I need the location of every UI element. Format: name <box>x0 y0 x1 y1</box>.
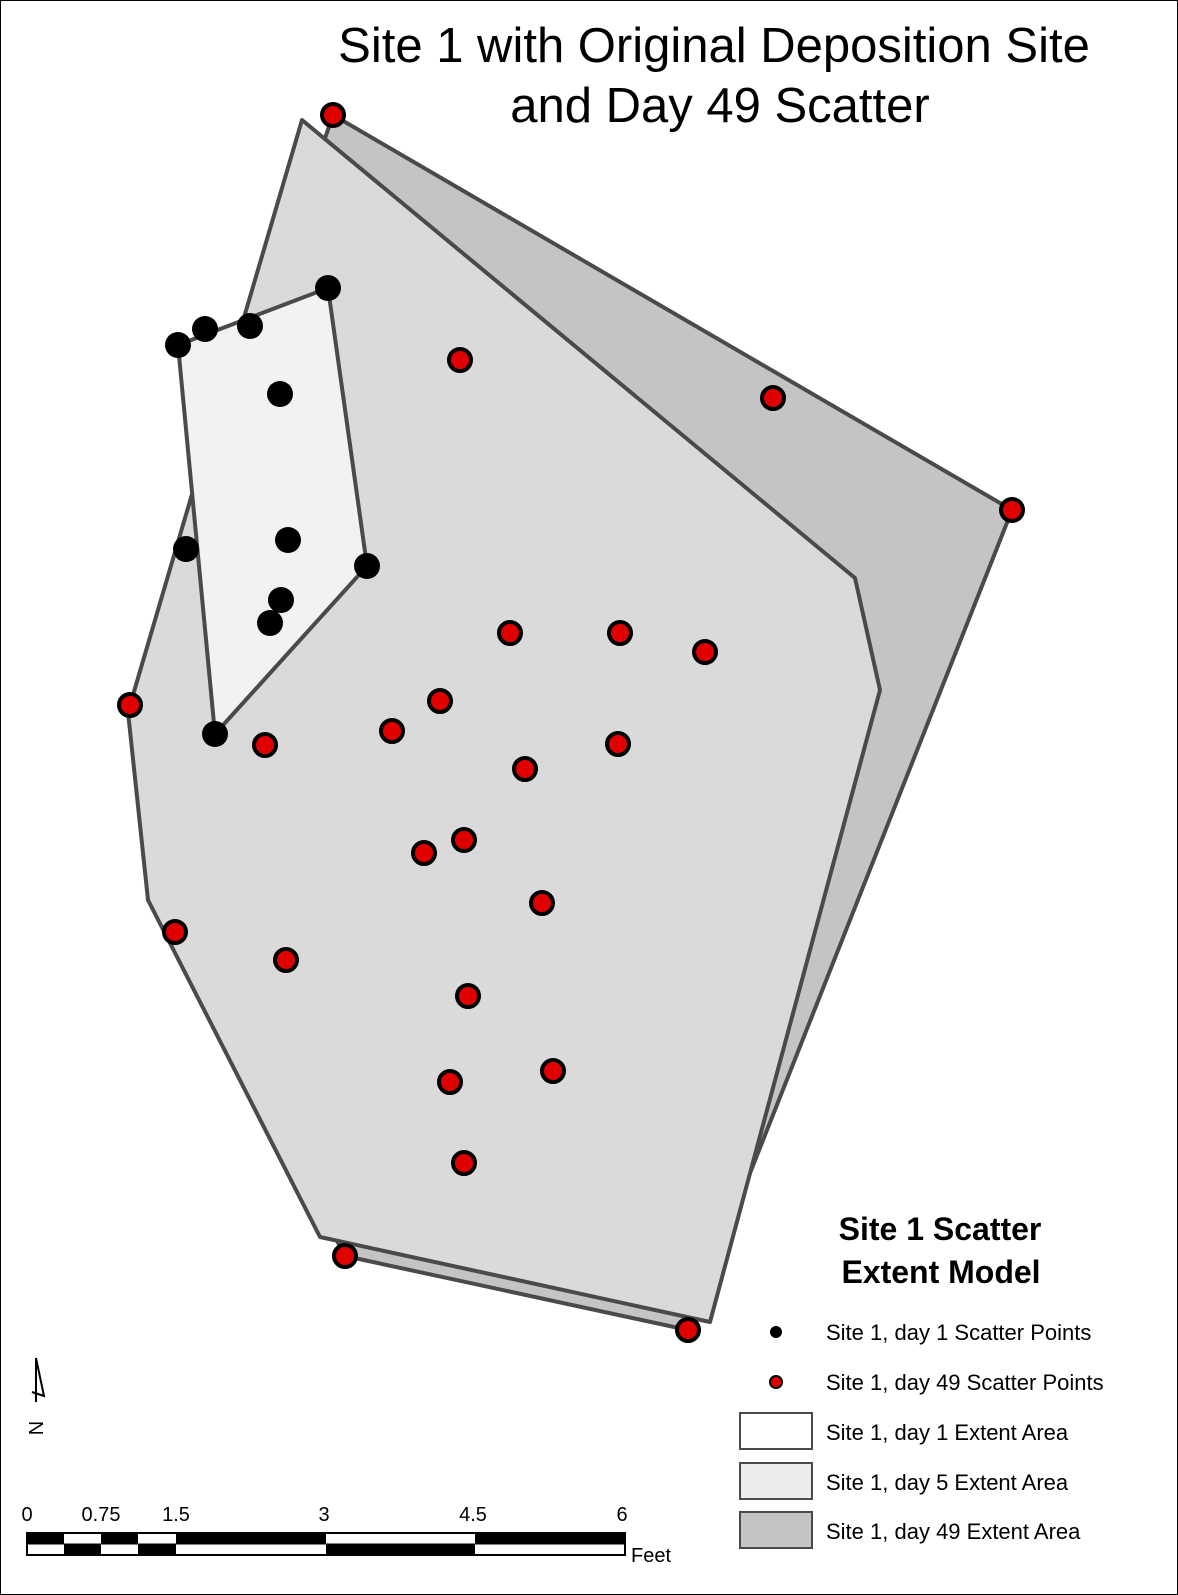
day1-point <box>275 527 301 553</box>
legend-title-line1: Site 1 Scatter <box>839 1211 1042 1247</box>
day1-point <box>315 275 341 301</box>
day49-point <box>447 347 473 373</box>
day1-point <box>173 536 199 562</box>
day49-point <box>162 919 188 945</box>
day1-scatter-points <box>165 275 380 747</box>
legend-label-day49-extent: Site 1, day 49 Extent Area <box>826 1519 1081 1544</box>
day49-point <box>117 692 143 718</box>
legend-label-day1-points: Site 1, day 1 Scatter Points <box>826 1320 1091 1345</box>
day49-point <box>427 688 453 714</box>
scale-tick-label: 3 <box>318 1504 329 1526</box>
day1-point <box>202 721 228 747</box>
day49-point <box>760 385 786 411</box>
day1-point <box>192 316 218 342</box>
day49-point <box>379 718 405 744</box>
day1-point <box>165 332 191 358</box>
day49-point <box>273 947 299 973</box>
map-title-line2: and Day 49 Scatter <box>510 79 929 133</box>
day5-extent-polygon <box>126 118 882 1324</box>
day1-point <box>354 553 380 579</box>
legend-label-day49-points: Site 1, day 49 Scatter Points <box>826 1370 1104 1395</box>
legend-red-point-icon <box>769 1375 783 1389</box>
legend-title-line2: Extent Model <box>841 1254 1040 1290</box>
scale-unit-label: Feet <box>631 1545 671 1567</box>
day49-point <box>411 840 437 866</box>
scale-bar <box>26 1532 626 1556</box>
north-arrow-label: N <box>26 1421 48 1435</box>
day1-point <box>267 381 293 407</box>
day49-point <box>512 756 538 782</box>
day49-point <box>607 620 633 646</box>
day1-point <box>237 313 263 339</box>
day49-point <box>437 1069 463 1095</box>
scale-tick-label: 6 <box>616 1504 627 1526</box>
legend-black-point-icon <box>770 1326 782 1338</box>
scale-bar-ticks: 0 0.75 1.5 3 4.5 6 Feet <box>21 1504 671 1567</box>
day49-scatter-points <box>117 102 1025 1343</box>
day49-point <box>332 1243 358 1269</box>
day49-point <box>692 639 718 665</box>
scale-tick-label: 1.5 <box>162 1504 190 1526</box>
scale-tick-label: 0.75 <box>82 1504 121 1526</box>
day49-point <box>497 620 523 646</box>
legend-day5-extent-swatch <box>739 1462 813 1500</box>
day49-point <box>605 731 631 757</box>
day49-point <box>252 732 278 758</box>
day1-point <box>257 610 283 636</box>
scale-tick-label: 0 <box>21 1504 32 1526</box>
legend-label-day1-extent: Site 1, day 1 Extent Area <box>826 1420 1069 1445</box>
day49-point <box>451 827 477 853</box>
day1-point <box>268 587 294 613</box>
legend-day49-extent-swatch <box>739 1511 813 1549</box>
day49-point <box>675 1317 701 1343</box>
day49-point <box>999 497 1025 523</box>
north-arrow-icon <box>31 1357 46 1402</box>
day49-point <box>451 1150 477 1176</box>
day49-point <box>540 1058 566 1084</box>
legend-day1-extent-swatch <box>739 1412 813 1450</box>
day49-point <box>455 983 481 1009</box>
legend-label-day5-extent: Site 1, day 5 Extent Area <box>826 1470 1069 1495</box>
scale-tick-label: 4.5 <box>459 1504 487 1526</box>
legend: Site 1 Scatter Extent Model Site 1, day … <box>739 1211 1104 1549</box>
day49-point <box>320 102 346 128</box>
day49-point <box>529 890 555 916</box>
map-title-line1: Site 1 with Original Deposition Site <box>338 19 1090 73</box>
